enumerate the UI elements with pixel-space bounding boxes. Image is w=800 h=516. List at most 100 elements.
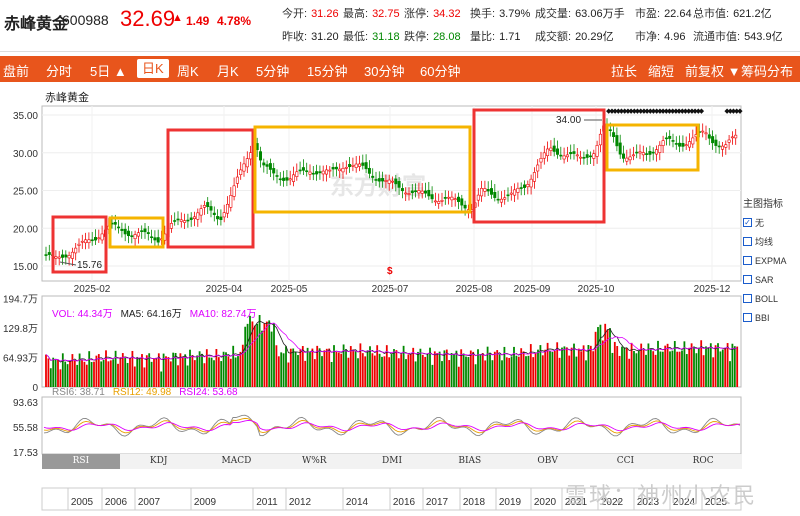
volume-bar bbox=[277, 356, 280, 387]
candle bbox=[532, 172, 536, 182]
price-change: 1.49 bbox=[186, 14, 210, 28]
period-tab[interactable]: 日K bbox=[137, 59, 169, 78]
volume-bar bbox=[299, 348, 302, 387]
rsi-legend: RSI6: 38.71 RSI12: 49.98 RSI24: 53.68 bbox=[52, 387, 246, 398]
period-tab[interactable]: 15分钟 bbox=[307, 64, 348, 79]
volume-bar bbox=[657, 340, 659, 387]
candle bbox=[123, 228, 127, 235]
volume-bar bbox=[282, 353, 285, 387]
indicator-tab[interactable]: BIAS bbox=[430, 454, 509, 469]
volume-bar bbox=[157, 353, 160, 387]
period-tab[interactable]: 分时 bbox=[46, 64, 73, 79]
volume-bar bbox=[407, 354, 410, 387]
candle bbox=[390, 180, 394, 183]
candle bbox=[153, 237, 157, 241]
period-tab[interactable]: 5分钟 bbox=[256, 64, 290, 79]
checkbox-icon[interactable] bbox=[743, 275, 752, 284]
candle bbox=[440, 200, 444, 202]
volume-y-tick: 0 bbox=[32, 383, 38, 394]
volume-bar bbox=[258, 315, 261, 387]
volume-bar bbox=[472, 351, 475, 387]
indicator-tab[interactable]: OBV bbox=[508, 454, 587, 469]
toolbar-button[interactable]: 前复权 ▼ bbox=[685, 64, 741, 79]
candle bbox=[503, 197, 507, 200]
volume-bar bbox=[378, 353, 381, 387]
candle bbox=[262, 162, 266, 166]
quote-label: 最高: bbox=[343, 8, 369, 20]
volume-bar bbox=[337, 352, 340, 387]
event-dot: ◆ bbox=[641, 108, 647, 115]
event-dot: ◆ bbox=[737, 108, 743, 115]
volume-bar bbox=[438, 351, 441, 387]
period-tab[interactable]: 60分钟 bbox=[420, 64, 461, 79]
indicator-option[interactable]: SAR bbox=[743, 270, 800, 289]
checkbox-icon[interactable]: ✓ bbox=[743, 218, 752, 227]
volume-bar bbox=[321, 356, 323, 387]
volume-bar bbox=[325, 348, 328, 387]
candle bbox=[621, 153, 625, 159]
candle bbox=[285, 177, 289, 181]
candle bbox=[582, 157, 586, 159]
candle bbox=[546, 148, 550, 157]
indicator-tab[interactable]: KDJ bbox=[119, 454, 198, 469]
period-tab[interactable]: 月K bbox=[217, 64, 239, 79]
kline-chart[interactable]: 赤峰黄金 35.00 30.00 25.00 20.00 15.00 2025-02 2025… bbox=[0, 82, 800, 516]
checkbox-icon[interactable] bbox=[743, 237, 752, 246]
checkbox-icon[interactable] bbox=[743, 256, 752, 265]
indicator-label: EXPMA bbox=[755, 255, 787, 266]
volume-bar bbox=[678, 351, 681, 387]
toolbar-button[interactable]: 筹码分布 bbox=[741, 64, 794, 79]
last-price: 32.69 bbox=[120, 6, 176, 31]
candle bbox=[727, 139, 731, 143]
toolbar-button[interactable]: 缩短 bbox=[648, 64, 675, 79]
candle bbox=[575, 154, 579, 157]
volume-bar bbox=[167, 357, 170, 387]
candle bbox=[641, 152, 645, 156]
candle bbox=[156, 237, 160, 243]
period-tab[interactable]: 周K bbox=[177, 64, 199, 79]
y-tick: 30.00 bbox=[13, 149, 38, 160]
volume-bar bbox=[546, 342, 549, 387]
volume-bar bbox=[215, 348, 218, 387]
quote-label: 市盈: bbox=[635, 8, 661, 20]
period-tab[interactable]: 5日 ▲ bbox=[90, 64, 127, 79]
candle bbox=[549, 147, 553, 151]
volume-bar bbox=[246, 323, 249, 387]
indicator-tab[interactable]: RSI bbox=[42, 454, 120, 469]
checkbox-icon[interactable] bbox=[743, 313, 752, 322]
indicator-tab[interactable]: DMI bbox=[353, 454, 431, 469]
candle bbox=[196, 212, 200, 220]
price-change-pct: 4.78% bbox=[217, 14, 252, 28]
volume-bar bbox=[532, 357, 535, 387]
volume-bar bbox=[541, 355, 544, 387]
volume-bar bbox=[621, 346, 623, 387]
checkbox-icon[interactable] bbox=[743, 294, 752, 303]
indicator-option[interactable]: 均线 bbox=[743, 232, 800, 251]
indicator-tab[interactable]: MACD bbox=[197, 454, 276, 469]
toolbar-button[interactable]: 拉长 bbox=[611, 64, 638, 79]
volume-bar bbox=[481, 353, 484, 387]
volume-bar bbox=[534, 353, 537, 387]
indicator-option[interactable]: BOLL bbox=[743, 289, 800, 308]
volume-bar bbox=[525, 356, 527, 387]
event-dot: ◆ bbox=[609, 108, 615, 115]
indicator-option[interactable]: BBI bbox=[743, 308, 800, 327]
candle bbox=[344, 166, 348, 169]
indicator-option[interactable]: EXPMA bbox=[743, 251, 800, 270]
indicator-tab[interactable]: ROC bbox=[664, 454, 743, 469]
candle bbox=[199, 208, 203, 216]
indicator-option[interactable]: ✓ 无 bbox=[743, 213, 800, 232]
volume-bar bbox=[671, 350, 674, 387]
volume-bar bbox=[155, 357, 158, 387]
volume-bar bbox=[604, 323, 607, 387]
volume-bar bbox=[489, 353, 491, 387]
period-tab[interactable]: 盘前 bbox=[3, 64, 30, 79]
indicator-tab[interactable]: W%R bbox=[275, 454, 354, 469]
volume-bar bbox=[129, 357, 131, 387]
volume-bar bbox=[513, 346, 515, 387]
period-tab[interactable]: 30分钟 bbox=[364, 64, 405, 79]
indicator-tab[interactable]: CCI bbox=[586, 454, 665, 469]
volume-bar bbox=[441, 361, 443, 387]
volume-bar bbox=[556, 342, 559, 387]
candle bbox=[730, 136, 734, 139]
